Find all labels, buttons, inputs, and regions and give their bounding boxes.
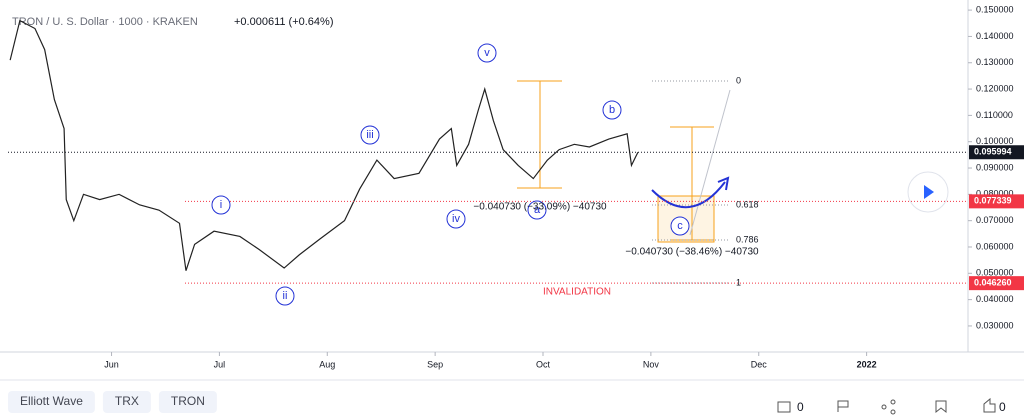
x-tick-label: 2022 — [857, 359, 877, 369]
y-tick-label: 0.090000 — [976, 162, 1014, 172]
y-tick-label: 0.110000 — [976, 110, 1013, 120]
x-tick-label: Jul — [214, 359, 226, 369]
y-tick-label: 0.130000 — [976, 57, 1014, 67]
tag[interactable] — [158, 391, 217, 413]
wave-label: a — [534, 204, 541, 216]
x-tick-label: Nov — [643, 359, 660, 369]
wave-circle — [477, 43, 497, 63]
wave-circle — [670, 216, 690, 236]
x-tick-label: Sep — [427, 359, 443, 369]
invalidation-label: INVALIDATION — [543, 287, 611, 298]
fib-label: 0 — [736, 75, 741, 85]
y-tick-label: 0.030000 — [976, 320, 1014, 330]
wave-label: c — [677, 220, 683, 232]
wave-label: iv — [452, 213, 460, 225]
wave-circle — [602, 100, 622, 120]
y-tick-label: 0.120000 — [976, 83, 1014, 93]
price-tag — [969, 276, 1024, 291]
wave-circle — [211, 195, 231, 215]
like-count: 0 — [999, 400, 1006, 414]
price-tag — [969, 194, 1024, 209]
tag[interactable] — [102, 391, 151, 413]
wave-circle — [446, 209, 466, 229]
fib-label: 0.618 — [736, 199, 759, 209]
wave-label: ii — [283, 290, 288, 302]
symbol: TRON / U. S. Dollar · 1000 · KRAKEN — [12, 16, 198, 28]
projection-arrow — [651, 181, 726, 208]
tag-label: Elliott Wave — [20, 394, 83, 408]
price-tag-label: 0.046260 — [974, 278, 1012, 288]
tag-label: TRX — [115, 394, 139, 408]
wave-label: i — [220, 199, 222, 211]
x-tick-label: Dec — [751, 359, 768, 369]
wave-label: iii — [366, 129, 373, 141]
x-tick-label: Oct — [536, 359, 551, 369]
y-tick-label: 0.050000 — [976, 268, 1014, 278]
price-tag — [969, 145, 1024, 160]
price-line — [9, 19, 639, 271]
wave-circle — [360, 125, 380, 145]
arrow-head — [717, 176, 730, 191]
footer-icons — [777, 397, 996, 415]
tag[interactable] — [8, 391, 95, 413]
y-tick-label: 0.140000 — [976, 31, 1014, 41]
measure-label: −0.040730 (−38.46%) −40730 — [625, 247, 759, 258]
x-tick-label: Jun — [104, 359, 119, 369]
play-icon — [924, 185, 934, 199]
tag-label: TRON — [171, 394, 205, 408]
y-tick-label: 0.040000 — [976, 294, 1014, 304]
y-tick-label: 0.100000 — [976, 136, 1014, 146]
wave-label: v — [484, 47, 490, 59]
fib-label: 0.786 — [736, 234, 759, 244]
fib-trend — [689, 89, 731, 236]
wave-circle — [527, 200, 547, 220]
price-tag-label: 0.095994 — [974, 147, 1012, 157]
measure-label: −0.040730 (−33.09%) −40730 — [473, 202, 607, 213]
comment-count: 0 — [797, 400, 804, 414]
wave-label: b — [609, 104, 615, 116]
change: +0.000611 (+0.64%) — [234, 16, 333, 28]
y-tick-label: 0.150000 — [976, 4, 1014, 14]
y-tick-label: 0.070000 — [976, 215, 1014, 225]
fib-label: 1 — [736, 277, 741, 287]
y-tick-label: 0.080000 — [976, 189, 1014, 199]
x-tick-label: Aug — [319, 359, 335, 369]
wave-circle — [275, 286, 295, 306]
price-tag-label: 0.077339 — [974, 196, 1012, 206]
y-tick-label: 0.060000 — [976, 241, 1014, 251]
